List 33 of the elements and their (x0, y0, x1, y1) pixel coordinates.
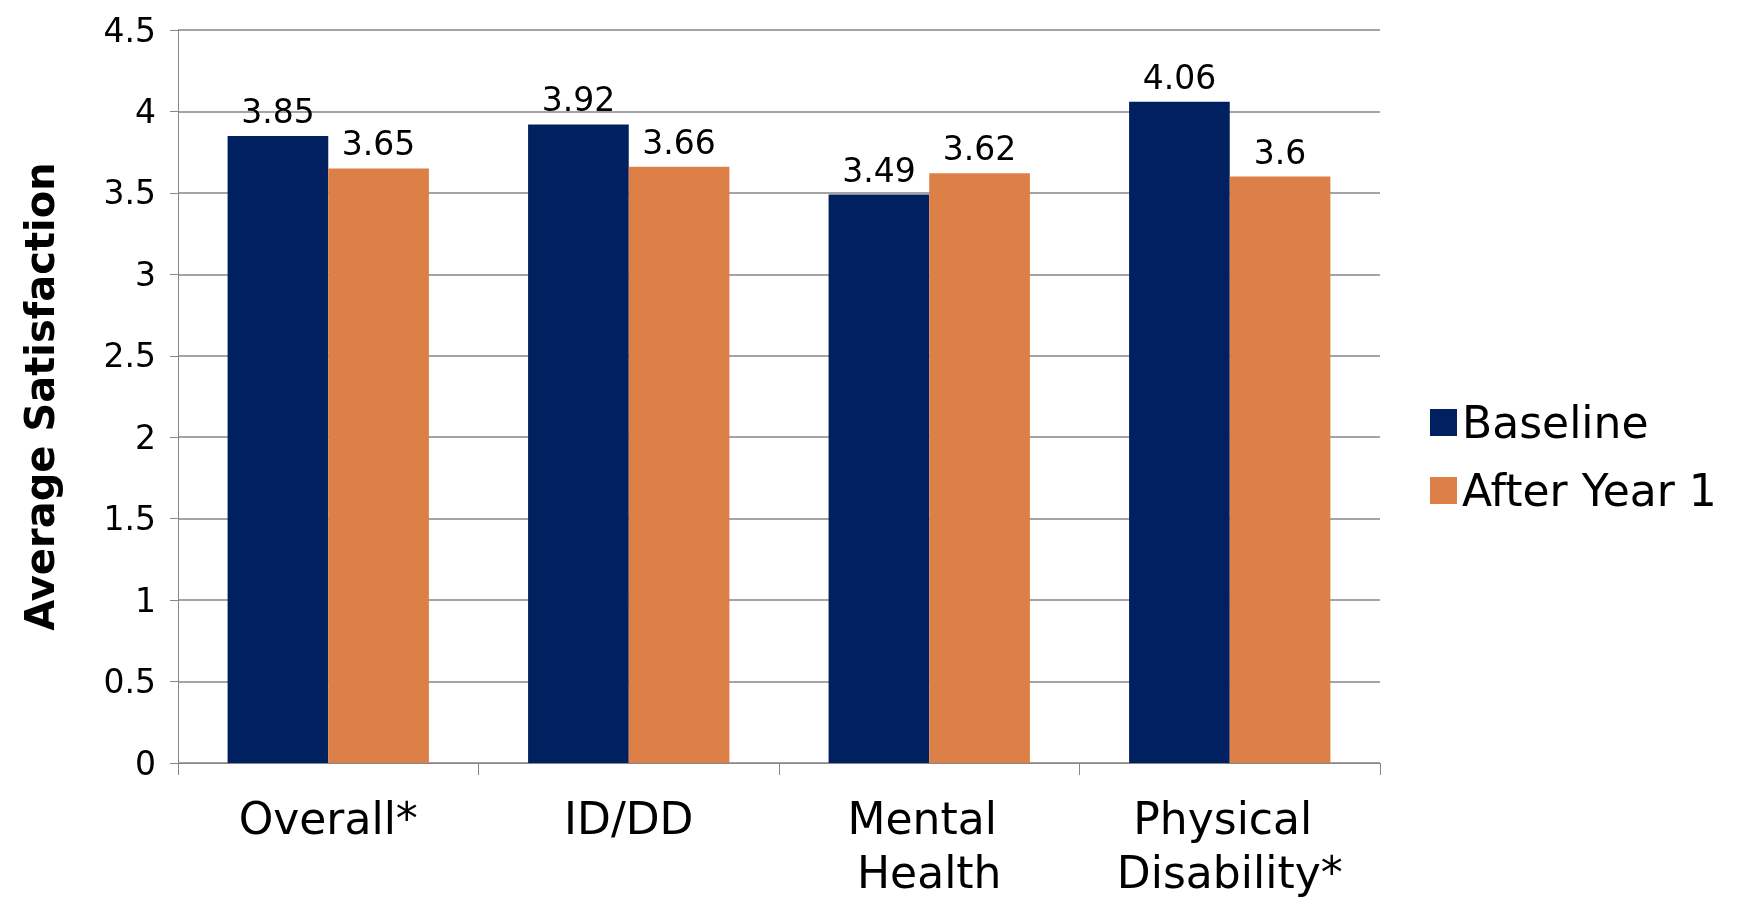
x-tick-label: ID/DD (564, 792, 694, 844)
data-label: 3.62 (942, 129, 1017, 169)
legend-label: After Year 1 (1462, 465, 1717, 516)
y-tick-label: 1.5 (103, 499, 156, 539)
bar (227, 135, 329, 763)
y-tick-label: 2.5 (103, 336, 156, 376)
y-tick-label: 4.5 (103, 10, 156, 50)
data-label: 3.65 (341, 124, 416, 164)
y-tick-label: 0 (135, 743, 156, 783)
bar (828, 194, 930, 763)
x-tick-label: Mental Health (847, 792, 1011, 898)
y-axis-title: Average Satisfaction (17, 162, 63, 631)
data-label: 3.49 (842, 150, 916, 190)
data-label: 4.06 (1142, 57, 1217, 97)
y-tick-label: 3.5 (103, 173, 156, 213)
bar (929, 173, 1030, 763)
data-label: 3.92 (541, 80, 616, 120)
y-tick-label: 4 (135, 91, 156, 131)
bar (528, 124, 629, 763)
x-tick-label: Overall* (238, 792, 418, 844)
data-label: 3.6 (1253, 132, 1307, 172)
y-tick-label: 1 (135, 580, 156, 620)
data-label: 3.85 (241, 91, 315, 131)
bar (628, 166, 730, 763)
legend-label: Baseline (1462, 397, 1649, 448)
bar (1229, 176, 1331, 763)
y-tick-label: 2 (135, 417, 156, 457)
x-tick-label: Physical Disability* (1116, 792, 1343, 898)
bar (328, 168, 429, 763)
y-tick-label: 3 (135, 254, 156, 294)
data-label: 3.66 (642, 122, 716, 162)
bar (1129, 101, 1230, 763)
y-tick-label: 0.5 (103, 662, 156, 702)
